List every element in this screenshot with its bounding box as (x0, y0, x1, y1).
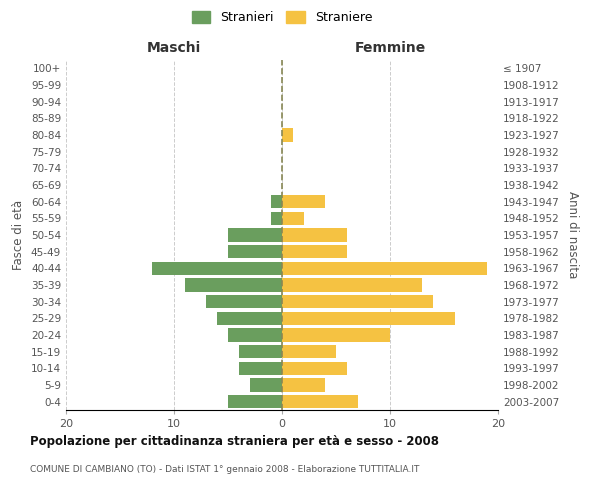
Bar (228, 328, 282, 342)
Text: Popolazione per cittadinanza straniera per età e sesso - 2008: Popolazione per cittadinanza straniera p… (30, 435, 439, 448)
Bar (206, 295, 282, 308)
Bar (271, 212, 282, 225)
Bar (282, 262, 487, 275)
Bar (217, 312, 282, 325)
Bar (282, 245, 347, 258)
Bar (250, 378, 282, 392)
Bar (282, 195, 325, 208)
Text: Femmine: Femmine (355, 41, 425, 55)
Bar (185, 278, 282, 291)
Bar (271, 195, 282, 208)
Bar (239, 345, 282, 358)
Bar (228, 245, 282, 258)
Text: COMUNE DI CAMBIANO (TO) - Dati ISTAT 1° gennaio 2008 - Elaborazione TUTTITALIA.I: COMUNE DI CAMBIANO (TO) - Dati ISTAT 1° … (30, 465, 419, 474)
Bar (152, 262, 282, 275)
Bar (282, 278, 422, 291)
Bar (239, 362, 282, 375)
Bar (282, 212, 304, 225)
Bar (282, 395, 358, 408)
Legend: Stranieri, Straniere: Stranieri, Straniere (191, 11, 373, 24)
Y-axis label: Fasce di età: Fasce di età (13, 200, 25, 270)
Bar (282, 295, 433, 308)
Bar (282, 328, 390, 342)
Bar (282, 362, 347, 375)
Bar (282, 345, 336, 358)
Y-axis label: Anni di nascita: Anni di nascita (566, 192, 579, 278)
Bar (228, 228, 282, 241)
Bar (282, 378, 325, 392)
Bar (282, 312, 455, 325)
Bar (228, 395, 282, 408)
Bar (282, 128, 293, 141)
Text: Maschi: Maschi (147, 41, 201, 55)
Bar (282, 228, 347, 241)
